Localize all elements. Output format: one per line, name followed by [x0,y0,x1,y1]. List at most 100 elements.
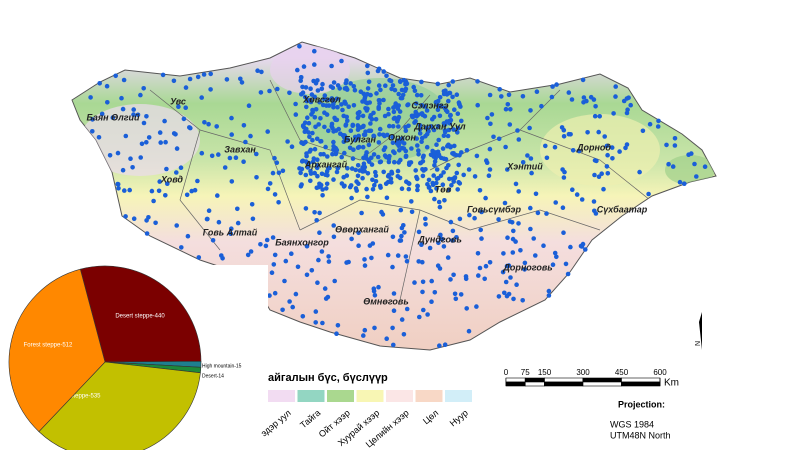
observation-dot [442,342,448,348]
observation-dot [441,244,447,249]
observation-dot [422,104,428,109]
observation-dot [297,44,302,49]
observation-dot [499,94,504,99]
observation-dot [115,150,121,156]
observation-dot [331,102,336,107]
observation-dot [382,113,388,119]
observation-dot [320,193,325,198]
observation-dot [367,100,373,105]
observation-dot [592,172,597,178]
observation-dot [539,103,544,109]
observation-dot [423,133,428,139]
observation-dot [363,129,368,134]
legend-swatch [356,390,384,402]
observation-dot [354,179,359,184]
observation-dot [424,125,430,131]
observation-dot [457,181,463,186]
observation-dot [323,296,329,301]
observation-dot [331,80,337,85]
observation-dot [444,119,450,124]
observation-dot [414,92,420,98]
observation-dot [241,159,246,164]
observation-dot [666,161,671,167]
observation-dot [220,255,225,261]
observation-dot [267,88,272,94]
observation-dot [483,195,488,201]
observation-dot [446,187,452,193]
legend-swatch [386,390,413,402]
observation-dot [250,216,256,222]
observation-dot [320,187,325,192]
region-label: Баянхонгор [275,237,329,247]
observation-dot [318,138,324,144]
observation-dot [455,125,461,131]
observation-dot [438,232,443,238]
observation-dot [387,123,392,129]
observation-dot [360,124,366,130]
observation-dot [656,118,661,124]
observation-dot [452,175,458,181]
observation-dot [343,101,348,106]
observation-dot [341,139,347,144]
observation-dot [597,114,602,119]
observation-dot [395,117,401,123]
observation-dot [581,95,587,100]
region-label: Дархан Уул [413,121,466,131]
observation-dot [392,87,398,93]
observation-dot [447,90,453,96]
observation-dot [416,152,421,157]
observation-dot [329,121,335,127]
observation-dot [214,124,219,129]
observation-dot [400,145,405,151]
observation-dot [386,159,392,165]
observation-dot [390,134,395,140]
observation-dot [398,157,403,163]
observation-dot [399,225,405,231]
observation-dot [599,171,604,176]
region-label: Ховд [160,174,183,184]
observation-dot [511,228,516,234]
observation-dot [153,220,158,226]
observation-dot [229,115,234,121]
observation-dot [339,58,344,64]
observation-dot [381,69,387,74]
observation-dot [335,104,340,110]
observation-dot [397,78,403,84]
observation-dot [205,216,210,222]
observation-dot [360,144,366,150]
observation-dot [514,282,519,288]
observation-dot [419,139,424,144]
projection-title: Projection: [618,399,665,409]
observation-dot [432,196,437,202]
observation-dot [373,179,379,184]
observation-dot [139,141,145,147]
observation-dot [432,152,438,157]
observation-dot [313,124,318,130]
observation-dot [552,250,558,256]
pie-label: High mountain-15 [202,363,242,369]
observation-dot [475,251,481,256]
observation-dot [276,170,282,176]
observation-dot [655,124,661,129]
observation-dot [528,108,533,113]
observation-dot [403,154,409,159]
observation-dot [303,206,309,211]
observation-dot [370,241,376,246]
observation-dot [371,133,376,139]
observation-dot [315,88,321,93]
observation-dot [174,170,179,175]
observation-dot [579,197,585,202]
observation-dot [448,277,453,282]
observation-dot [352,87,358,93]
observation-dot [276,200,281,205]
observation-dot [605,171,611,176]
observation-dot [522,267,527,272]
observation-dot [173,132,178,137]
observation-dot [455,187,461,192]
observation-dot [210,238,216,243]
observation-dot [362,168,367,174]
observation-dot [427,245,433,251]
observation-dot [391,308,397,314]
observation-dot [487,92,493,98]
observation-dot [355,110,361,116]
